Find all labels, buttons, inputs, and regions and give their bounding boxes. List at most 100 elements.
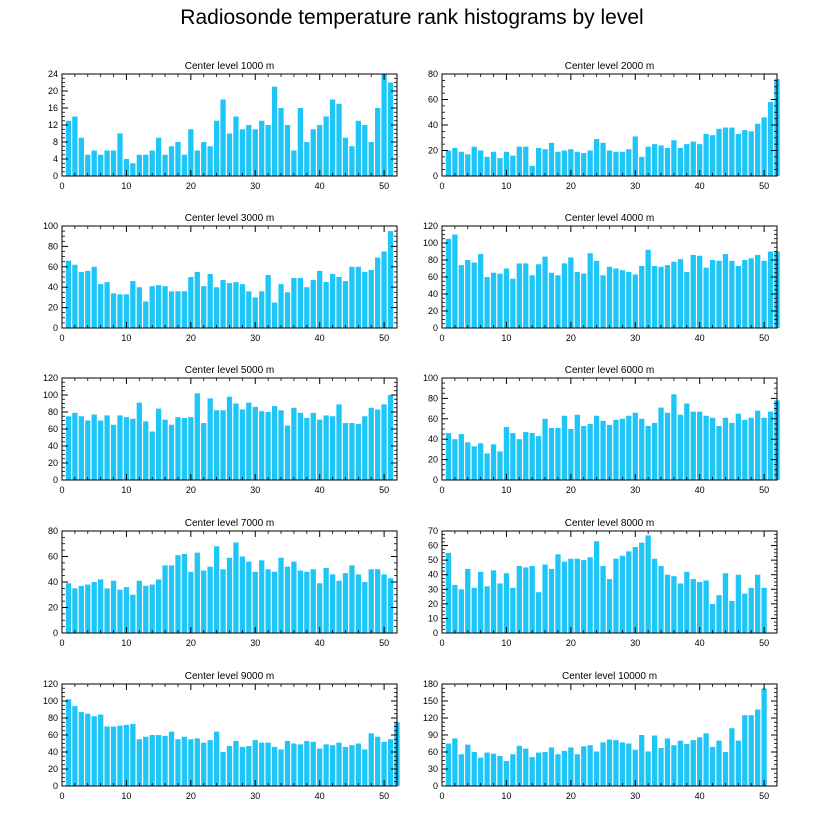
bar: [323, 282, 329, 328]
panel-8: Center level 8000 m 0 10 20 30 40 50 0 10 20 30 40 5…: [428, 518, 778, 648]
bar: [497, 158, 503, 176]
bar: [671, 261, 677, 328]
y-tick-label: 100: [43, 221, 58, 231]
bar: [600, 420, 606, 480]
bar: [233, 740, 239, 786]
bar: [117, 725, 123, 786]
bar: [452, 738, 458, 786]
bar: [632, 274, 638, 328]
x-tick-label: 10: [501, 638, 511, 648]
bar: [220, 99, 226, 176]
bar: [671, 140, 677, 176]
x-tick-label: 40: [695, 333, 705, 343]
bar: [123, 294, 130, 328]
bar: [645, 425, 651, 480]
bar: [155, 285, 162, 328]
bar: [72, 412, 78, 480]
bar: [651, 558, 658, 633]
bar: [323, 567, 329, 633]
bar: [226, 746, 233, 786]
bar: [606, 579, 613, 633]
x-tick-label: 50: [379, 485, 389, 495]
bar: [632, 136, 638, 176]
bar: [735, 413, 741, 480]
y-tick-label: 80: [428, 255, 438, 265]
bar: [239, 129, 246, 176]
y-tick-label: 80: [428, 393, 438, 403]
bar: [336, 742, 342, 786]
bar: [535, 592, 542, 633]
bar: [709, 417, 716, 480]
bar: [65, 416, 72, 480]
bar: [465, 260, 471, 328]
bar: [265, 569, 271, 633]
panel-1: Center level 1000 m 0 10 20 30 40 50 0 4 8 12 16 20 2…: [48, 61, 398, 191]
bar: [593, 415, 600, 480]
x-tick-label: 50: [379, 333, 389, 343]
bar: [362, 582, 368, 633]
bar: [690, 141, 696, 176]
bar: [149, 735, 155, 786]
bar: [233, 403, 239, 480]
y-tick-label: 100: [423, 373, 438, 383]
bar: [555, 151, 561, 176]
x-tick-label: 30: [630, 333, 640, 343]
bar: [381, 574, 387, 633]
bar: [362, 125, 368, 176]
bar: [91, 414, 97, 480]
bar: [677, 414, 683, 480]
bar: [767, 411, 774, 480]
bar: [593, 139, 600, 176]
x-tick-label: 30: [630, 485, 640, 495]
bar: [613, 419, 619, 480]
bar: [639, 156, 645, 177]
panel-title: Center level 1000 m: [185, 61, 275, 72]
bar: [664, 265, 671, 328]
bar: [523, 263, 529, 328]
bar: [110, 150, 117, 176]
bar: [278, 557, 284, 633]
bar: [91, 150, 97, 176]
x-tick-label: 40: [315, 181, 325, 191]
y-tick-label: 60: [48, 552, 58, 562]
bar: [188, 571, 194, 633]
bar: [658, 748, 664, 786]
bar: [478, 150, 484, 176]
x-tick-label: 10: [121, 333, 131, 343]
bar: [709, 135, 716, 176]
bar: [645, 249, 651, 328]
bar: [465, 154, 471, 176]
bar: [188, 277, 194, 328]
bar: [213, 287, 220, 328]
x-tick-label: 10: [501, 791, 511, 801]
bar: [516, 146, 522, 176]
bar: [304, 417, 310, 480]
bar: [742, 260, 748, 328]
bar: [465, 442, 471, 480]
bar: [220, 280, 226, 328]
bar: [181, 417, 188, 480]
x-tick-label: 20: [186, 791, 196, 801]
bar: [271, 86, 278, 176]
bar: [284, 740, 291, 786]
bar: [664, 574, 671, 633]
bar: [755, 123, 761, 176]
bar: [213, 546, 220, 633]
bar: [72, 588, 78, 634]
bar: [194, 393, 200, 480]
y-tick-label: 100: [423, 238, 438, 248]
bar: [246, 125, 252, 176]
bar: [542, 564, 548, 633]
x-tick-label: 50: [379, 181, 389, 191]
bar: [201, 423, 207, 480]
bar: [490, 151, 497, 176]
bar: [375, 409, 381, 480]
bar: [239, 409, 246, 480]
y-tick-label: 40: [428, 120, 438, 130]
bar: [503, 761, 510, 786]
bar: [304, 287, 310, 328]
y-tick-label: 40: [428, 289, 438, 299]
bar: [735, 574, 741, 633]
bar: [742, 130, 748, 176]
bar: [452, 439, 458, 480]
